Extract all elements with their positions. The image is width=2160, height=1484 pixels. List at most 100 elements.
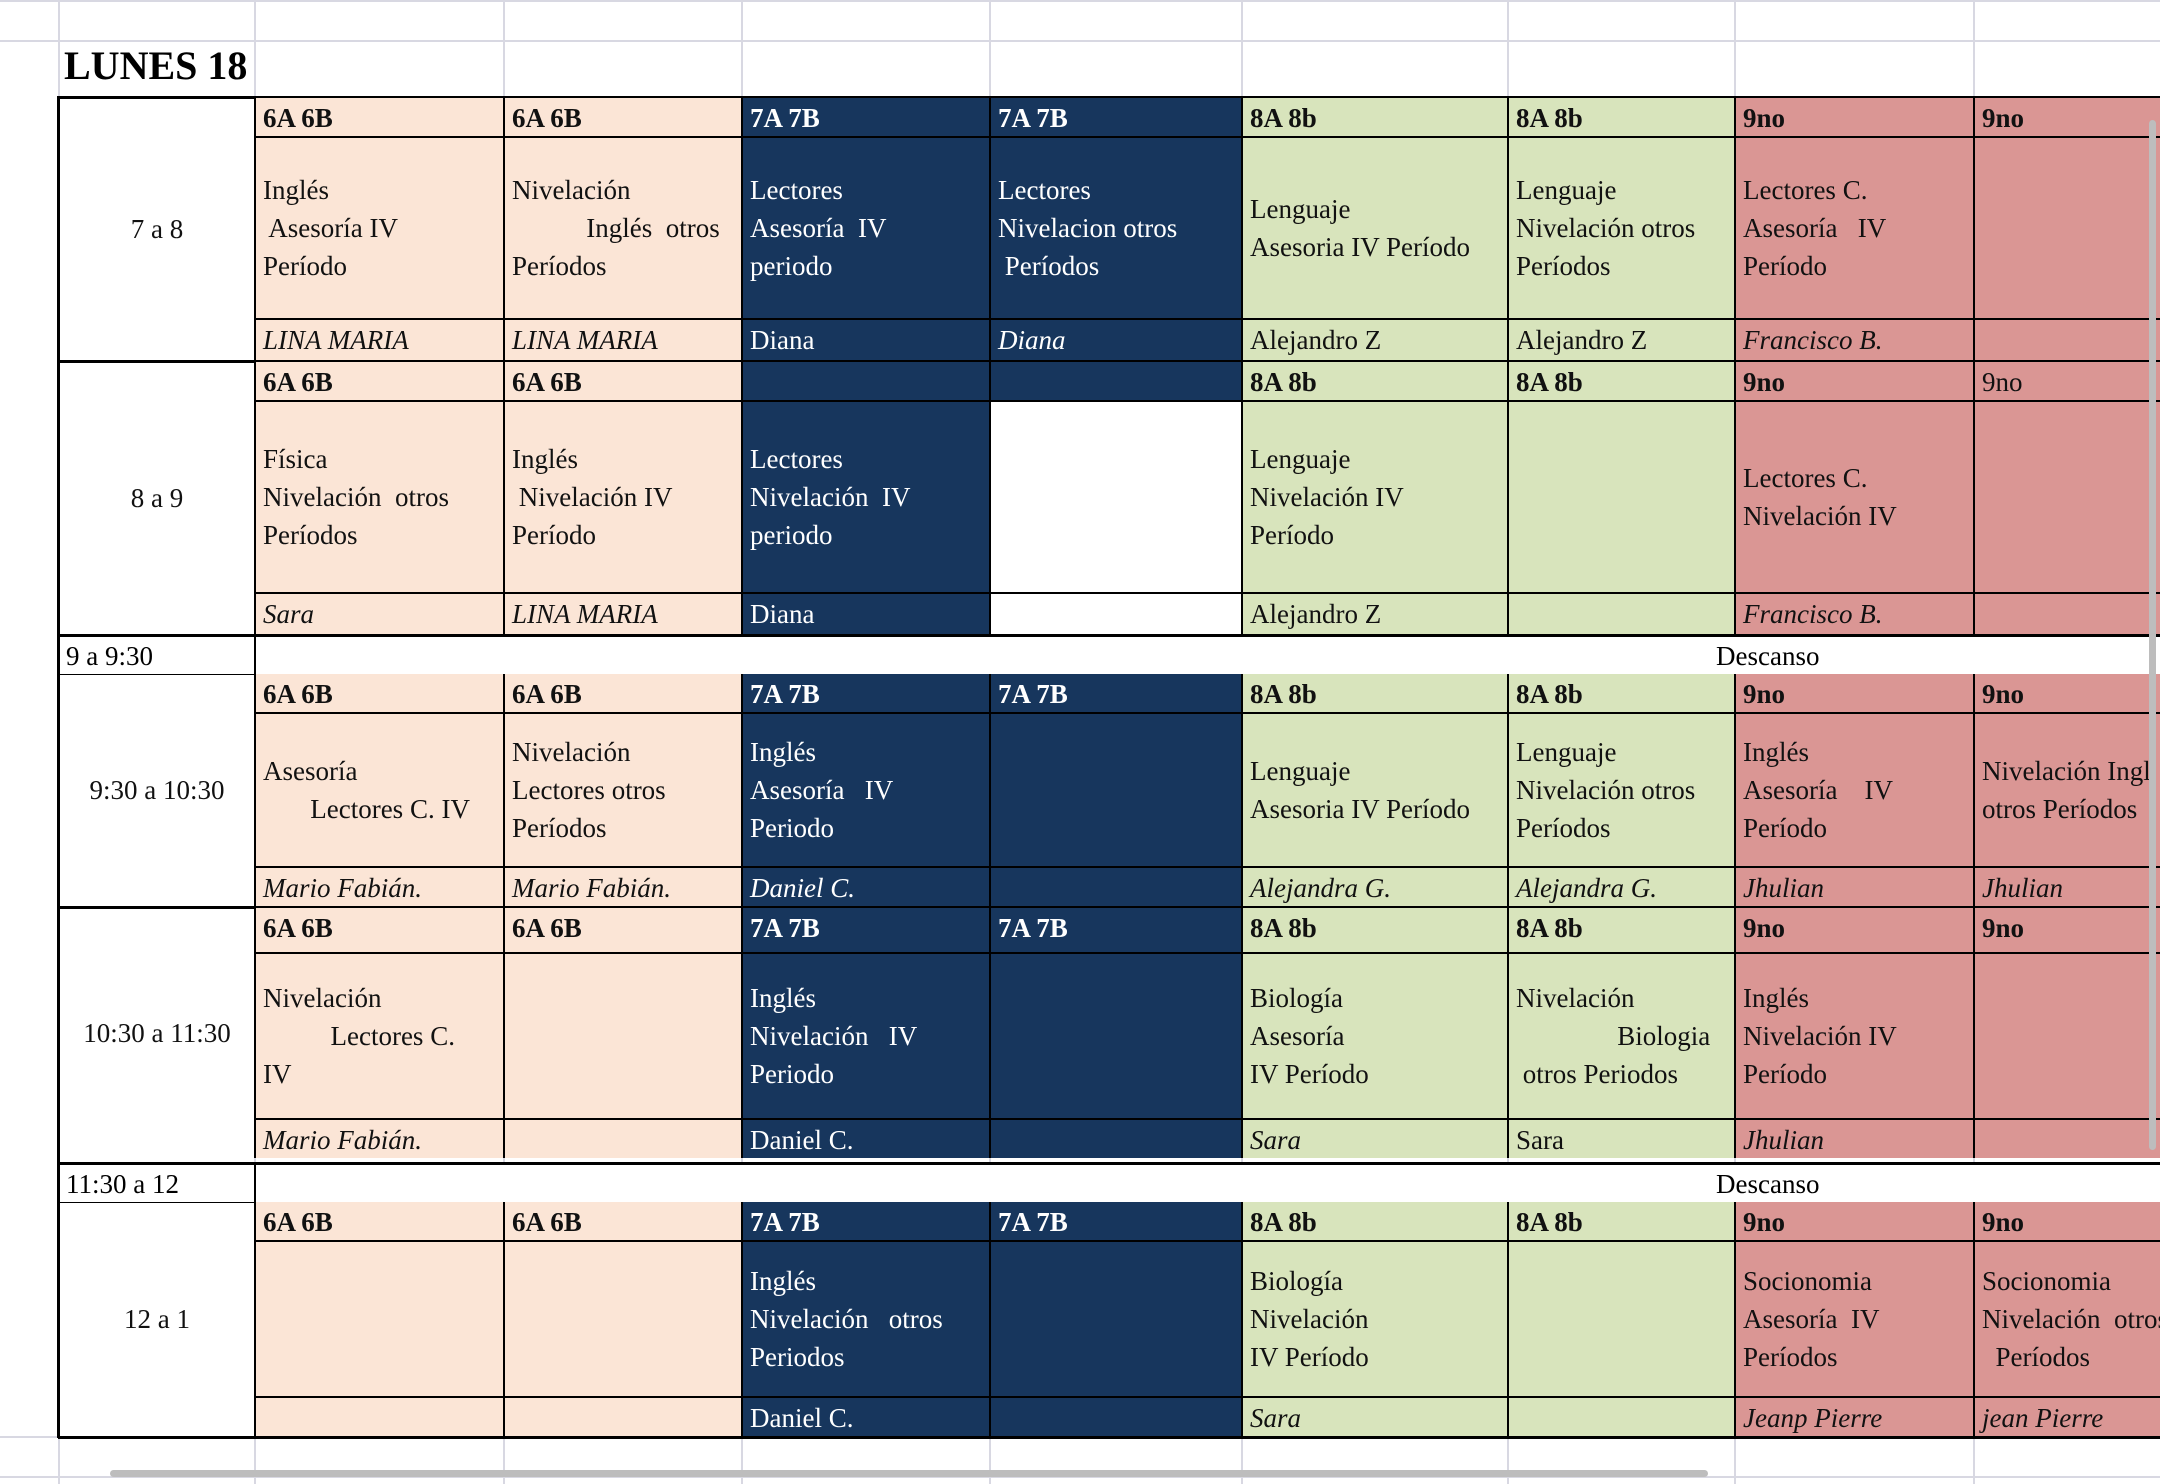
group-header-cell[interactable]: 6A 6B — [503, 96, 741, 136]
subject-cell[interactable] — [1507, 400, 1734, 592]
group-header-cell[interactable]: 7A 7B — [741, 1200, 989, 1240]
teacher-cell[interactable] — [989, 1118, 1241, 1158]
teacher-cell[interactable]: Daniel C. — [741, 866, 989, 906]
group-header-cell[interactable]: 7A 7B — [989, 906, 1241, 952]
group-header-cell[interactable] — [989, 360, 1241, 400]
subject-cell[interactable] — [989, 400, 1241, 592]
subject-cell[interactable]: Inglés Nivelación IV Periodo — [741, 952, 989, 1118]
teacher-cell[interactable] — [989, 592, 1241, 634]
group-header-cell[interactable]: 6A 6B — [503, 906, 741, 952]
teacher-cell[interactable] — [1973, 318, 2160, 360]
time-slot-label[interactable]: 12 a 1 — [58, 1200, 254, 1436]
subject-cell[interactable]: Lenguaje Nivelación IV Período — [1241, 400, 1507, 592]
subject-cell[interactable] — [989, 1240, 1241, 1396]
group-header-cell[interactable]: 8A 8b — [1241, 360, 1507, 400]
group-header-cell[interactable]: 6A 6B — [254, 672, 503, 712]
break-row[interactable]: 9 a 9:30 Descanso — [58, 634, 2160, 677]
subject-cell[interactable]: Nivelación Biologia otros Periodos — [1507, 952, 1734, 1118]
subject-cell[interactable]: Lectores Nivelacion otros Períodos — [989, 136, 1241, 318]
teacher-cell[interactable]: Sara — [1507, 1118, 1734, 1158]
teacher-cell[interactable]: Mario Fabián. — [254, 1118, 503, 1158]
teacher-cell[interactable] — [503, 1396, 741, 1436]
group-header-cell[interactable]: 9no — [1734, 96, 1973, 136]
teacher-cell[interactable]: LINA MARIA — [503, 318, 741, 360]
teacher-cell[interactable]: Daniel C. — [741, 1396, 989, 1436]
teacher-cell[interactable]: Mario Fabián. — [254, 866, 503, 906]
group-header-cell[interactable]: 8A 8b — [1507, 360, 1734, 400]
teacher-cell[interactable]: LINA MARIA — [503, 592, 741, 634]
subject-cell[interactable]: Lenguaje Nivelación otros Períodos — [1507, 136, 1734, 318]
subject-cell[interactable] — [1973, 400, 2160, 592]
teacher-cell[interactable]: Sara — [254, 592, 503, 634]
group-header-cell[interactable]: 7A 7B — [741, 96, 989, 136]
teacher-cell[interactable] — [989, 1396, 1241, 1436]
teacher-cell[interactable]: Sara — [1241, 1396, 1507, 1436]
group-header-cell[interactable]: 9no — [1973, 360, 2160, 400]
subject-cell[interactable]: Física Nivelación otros Períodos — [254, 400, 503, 592]
teacher-cell[interactable]: Mario Fabián. — [503, 866, 741, 906]
group-header-cell[interactable]: 9no — [1734, 672, 1973, 712]
horizontal-scrollbar[interactable] — [110, 1470, 1708, 1477]
subject-cell[interactable] — [1507, 1240, 1734, 1396]
teacher-cell[interactable]: Alejandro Z — [1241, 318, 1507, 360]
teacher-cell[interactable] — [254, 1396, 503, 1436]
subject-cell[interactable]: Inglés Nivelación IV Período — [503, 400, 741, 592]
subject-cell[interactable]: Lectores Nivelación IV periodo — [741, 400, 989, 592]
subject-cell[interactable] — [1973, 952, 2160, 1118]
time-slot-label[interactable]: 7 a 8 — [58, 96, 254, 360]
group-header-cell[interactable]: 8A 8b — [1241, 906, 1507, 952]
subject-cell[interactable]: Socionomia Nivelación otros Períodos — [1973, 1240, 2160, 1396]
teacher-cell[interactable]: Sara — [1241, 1118, 1507, 1158]
teacher-cell[interactable]: Francisco B. — [1734, 592, 1973, 634]
group-header-cell[interactable]: 8A 8b — [1507, 96, 1734, 136]
subject-cell[interactable]: Lenguaje Asesoria IV Período — [1241, 136, 1507, 318]
group-header-cell[interactable]: 8A 8b — [1507, 672, 1734, 712]
group-header-cell[interactable]: 9no — [1973, 96, 2160, 136]
subject-cell[interactable]: Biología Asesoría IV Período — [1241, 952, 1507, 1118]
time-slot-label[interactable]: 10:30 a 11:30 — [58, 906, 254, 1158]
group-header-cell[interactable]: 9no — [1973, 906, 2160, 952]
teacher-cell[interactable]: Alejandro Z — [1507, 318, 1734, 360]
teacher-cell[interactable]: Jhulian — [1973, 866, 2160, 906]
teacher-cell[interactable] — [503, 1118, 741, 1158]
subject-cell[interactable]: Inglés Asesoría IV Periodo — [741, 712, 989, 866]
subject-cell[interactable]: Inglés Nivelación otros Periodos — [741, 1240, 989, 1396]
teacher-cell[interactable] — [989, 866, 1241, 906]
teacher-cell[interactable]: Alejandra G. — [1507, 866, 1734, 906]
subject-cell[interactable]: Inglés Asesoría IV Período — [254, 136, 503, 318]
subject-cell[interactable]: Lectores Asesoría IV periodo — [741, 136, 989, 318]
teacher-cell[interactable]: Alejandra G. — [1241, 866, 1507, 906]
group-header-cell[interactable]: 6A 6B — [254, 1200, 503, 1240]
teacher-cell[interactable] — [1973, 592, 2160, 634]
group-header-cell[interactable]: 7A 7B — [741, 672, 989, 712]
group-header-cell[interactable]: 9no — [1973, 1200, 2160, 1240]
subject-cell[interactable] — [1973, 136, 2160, 318]
teacher-cell[interactable] — [1507, 1396, 1734, 1436]
teacher-cell[interactable]: Diana — [989, 318, 1241, 360]
teacher-cell[interactable]: Jhulian — [1734, 866, 1973, 906]
group-header-cell[interactable]: 8A 8b — [1241, 672, 1507, 712]
group-header-cell[interactable]: 9no — [1973, 672, 2160, 712]
subject-cell[interactable] — [503, 1240, 741, 1396]
subject-cell[interactable]: Asesoría Lectores C. IV — [254, 712, 503, 866]
group-header-cell[interactable]: 9no — [1734, 906, 1973, 952]
subject-cell[interactable]: Nivelación Lectores C. IV — [254, 952, 503, 1118]
subject-cell[interactable] — [989, 712, 1241, 866]
group-header-cell[interactable]: 6A 6B — [503, 672, 741, 712]
teacher-cell[interactable]: LINA MARIA — [254, 318, 503, 360]
subject-cell[interactable]: Lectores C. Nivelación IV — [1734, 400, 1973, 592]
group-header-cell[interactable]: 9no — [1734, 1200, 1973, 1240]
subject-cell[interactable]: Socionomia Asesoría IV Períodos — [1734, 1240, 1973, 1396]
subject-cell[interactable] — [254, 1240, 503, 1396]
vertical-scrollbar[interactable] — [2149, 120, 2156, 1150]
subject-cell[interactable]: Lenguaje Asesoria IV Período — [1241, 712, 1507, 866]
group-header-cell[interactable]: 6A 6B — [503, 1200, 741, 1240]
teacher-cell[interactable]: Alejandro Z — [1241, 592, 1507, 634]
teacher-cell[interactable]: Jeanp Pierre — [1734, 1396, 1973, 1436]
group-header-cell[interactable]: 6A 6B — [503, 360, 741, 400]
teacher-cell[interactable]: Diana — [741, 318, 989, 360]
break-row[interactable]: 11:30 a 12 Descanso — [58, 1162, 2160, 1205]
teacher-cell[interactable]: Francisco B. — [1734, 318, 1973, 360]
time-slot-label[interactable]: 8 a 9 — [58, 360, 254, 634]
subject-cell[interactable]: Biología Nivelación IV Período — [1241, 1240, 1507, 1396]
